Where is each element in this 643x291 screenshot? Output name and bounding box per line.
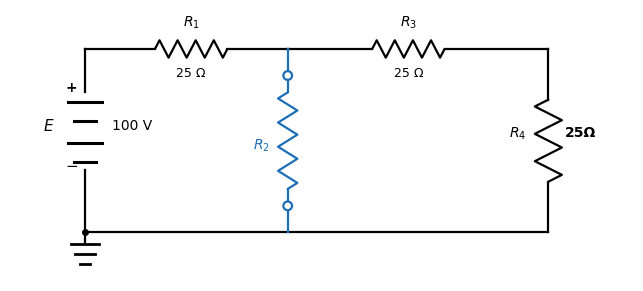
Text: 100 V: 100 V: [111, 119, 152, 133]
Text: $R_4$: $R_4$: [509, 125, 527, 142]
Text: $R_2$: $R_2$: [253, 137, 269, 154]
Text: $E$: $E$: [43, 118, 55, 134]
Text: 25 Ω: 25 Ω: [176, 67, 206, 80]
Circle shape: [284, 71, 292, 80]
Circle shape: [284, 201, 292, 210]
Text: −: −: [65, 159, 78, 174]
Text: +: +: [66, 81, 77, 95]
Text: $R_3$: $R_3$: [400, 14, 417, 31]
Text: 25 Ω: 25 Ω: [394, 67, 423, 80]
Text: $R_1$: $R_1$: [183, 14, 199, 31]
Text: 25Ω: 25Ω: [565, 126, 597, 141]
